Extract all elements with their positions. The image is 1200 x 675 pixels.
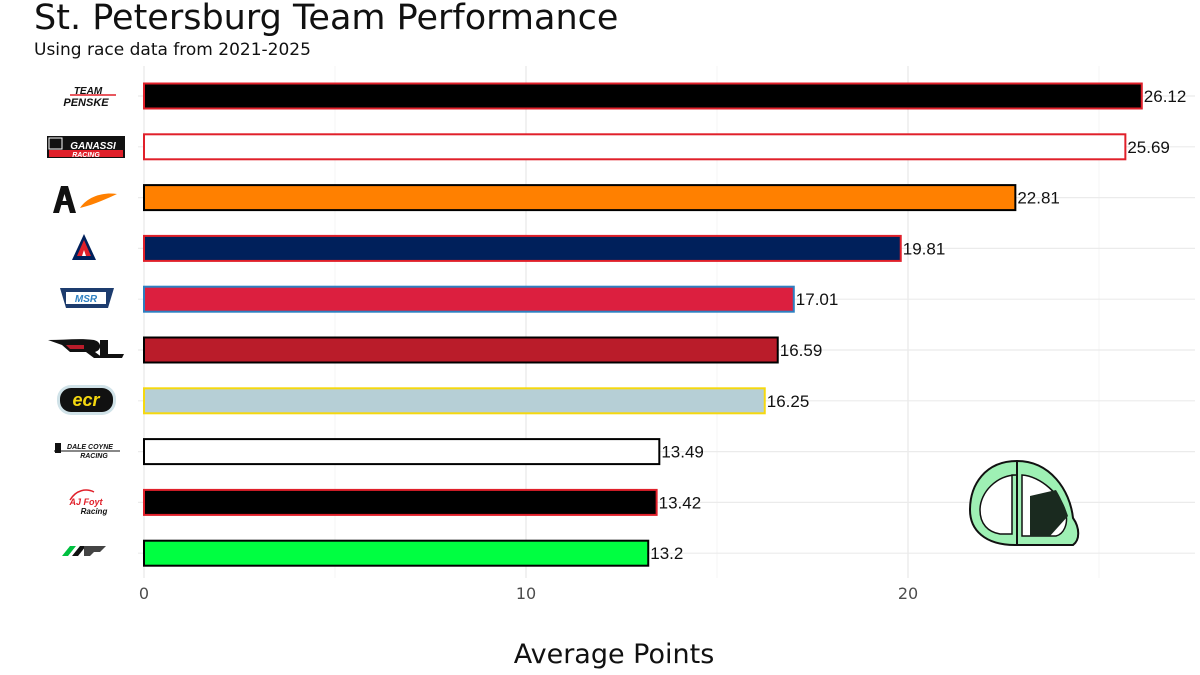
ed-carpenter-racing-logo: ecr xyxy=(57,385,116,415)
meyer-shank-racing-logo: MSR xyxy=(60,288,114,308)
dale-coyne-racing-logo: DALE COYNE RACING xyxy=(54,443,120,460)
svg-text:GANASSI: GANASSI xyxy=(70,141,116,152)
x-axis-label: Average Points xyxy=(514,639,715,670)
bar-value-label: 25.69 xyxy=(1127,138,1170,157)
data-labels: 26.12 25.69 22.81 19.81 17.01 16.59 16.25 13.49… xyxy=(650,87,1186,563)
chart-title: St. Petersburg Team Performance xyxy=(34,0,619,38)
bar-value-label: 22.81 xyxy=(1017,189,1060,208)
svg-text:AJ Foyt: AJ Foyt xyxy=(68,497,103,507)
svg-text:RACING: RACING xyxy=(80,453,108,460)
bar-value-label: 16.25 xyxy=(767,392,810,411)
svg-text:RACING: RACING xyxy=(72,152,100,159)
bar-value-label: 13.42 xyxy=(659,493,702,512)
ganassi-logo: GANASSI RACING xyxy=(47,136,125,159)
svg-text:TEAM: TEAM xyxy=(74,86,103,97)
bars xyxy=(143,82,1143,567)
bar-value-label: 13.2 xyxy=(650,544,683,563)
bar-aj-foyt-racing xyxy=(143,488,658,516)
bar-value-label: 26.12 xyxy=(1144,87,1187,106)
x-tick-label: 20 xyxy=(898,584,918,603)
svg-text:Racing: Racing xyxy=(81,507,108,516)
bar-rahal-letterman-lanigan xyxy=(143,336,779,364)
helmet-logo xyxy=(968,459,1080,546)
chart-subtitle: Using race data from 2021-2025 xyxy=(34,40,311,60)
x-axis-ticks: 0 10 20 xyxy=(139,584,918,603)
x-tick-label: 0 xyxy=(139,584,149,603)
rahal-letterman-lanigan-logo xyxy=(48,339,124,358)
bar-meyer-shank-racing xyxy=(143,285,795,313)
bar-arrow-mclaren xyxy=(143,184,1017,212)
juncos-hollinger-racing-logo xyxy=(62,546,106,556)
bar-team-penske xyxy=(143,82,1143,110)
svg-text:ecr: ecr xyxy=(72,390,100,410)
bar-juncos-hollinger-racing xyxy=(143,539,650,567)
arrow-mclaren-logo xyxy=(53,186,117,213)
bar-dale-coyne-racing xyxy=(143,438,661,466)
bar-andretti xyxy=(143,234,902,262)
x-tick-label: 10 xyxy=(516,584,536,603)
svg-text:PENSKE: PENSKE xyxy=(63,97,109,109)
andretti-logo xyxy=(72,234,96,260)
svg-text:DALE COYNE: DALE COYNE xyxy=(67,444,113,451)
bar-value-label: 13.49 xyxy=(661,443,704,462)
bar-value-label: 17.01 xyxy=(796,290,839,309)
bar-chip-ganassi-racing xyxy=(143,133,1127,161)
bar-value-label: 16.59 xyxy=(780,341,823,360)
team-penske-logo: TEAM PENSKE xyxy=(63,86,116,109)
bar-value-label: 19.81 xyxy=(903,239,946,258)
svg-text:MSR: MSR xyxy=(75,294,98,305)
bar-ed-carpenter-racing xyxy=(143,387,766,415)
aj-foyt-racing-logo: AJ Foyt Racing xyxy=(68,489,108,516)
